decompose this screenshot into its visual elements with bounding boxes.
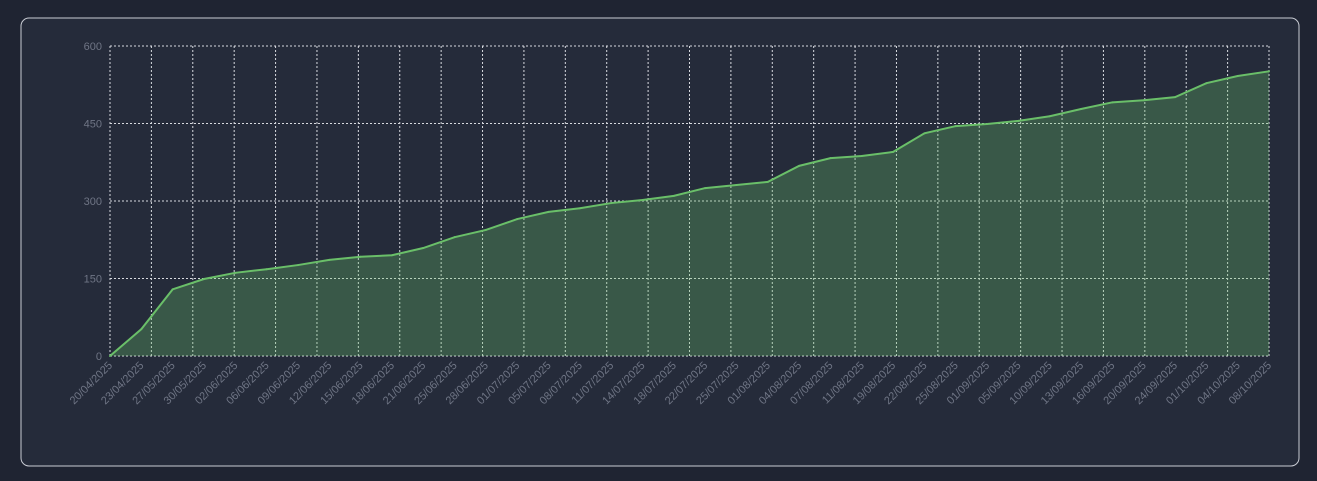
point [1017, 119, 1020, 122]
point [328, 258, 331, 261]
y-tick-label: 600 [84, 41, 102, 53]
point [704, 187, 707, 190]
point [1142, 99, 1145, 102]
point [798, 164, 801, 167]
point [234, 271, 237, 274]
point [140, 328, 143, 331]
point [923, 132, 926, 135]
point [265, 268, 268, 271]
point [860, 155, 863, 158]
line [109, 70, 1270, 357]
point [1236, 74, 1239, 77]
point [766, 180, 769, 183]
y-tick-label: 450 [84, 119, 102, 131]
point [516, 218, 519, 221]
point [578, 207, 581, 210]
point [735, 183, 738, 186]
point [422, 247, 425, 250]
y-tick-label: 300 [84, 196, 102, 208]
y-tick-label: 150 [84, 274, 102, 286]
point [202, 278, 205, 281]
point [1111, 101, 1114, 104]
point [484, 228, 487, 231]
y-tick-label: 0 [96, 351, 102, 363]
point [610, 202, 613, 205]
point [892, 150, 895, 153]
point [296, 264, 299, 267]
point [986, 123, 989, 126]
point [672, 194, 675, 197]
point [453, 236, 456, 239]
point [547, 210, 550, 213]
point [109, 355, 111, 357]
point [1205, 82, 1208, 85]
point [641, 198, 644, 201]
point [1268, 70, 1270, 73]
point [1174, 96, 1177, 99]
point [359, 255, 362, 258]
point [171, 288, 174, 291]
point [390, 254, 393, 257]
point [954, 125, 957, 128]
area-fill [110, 71, 1269, 357]
point [1080, 108, 1083, 111]
point [829, 157, 832, 160]
point [1048, 115, 1051, 118]
